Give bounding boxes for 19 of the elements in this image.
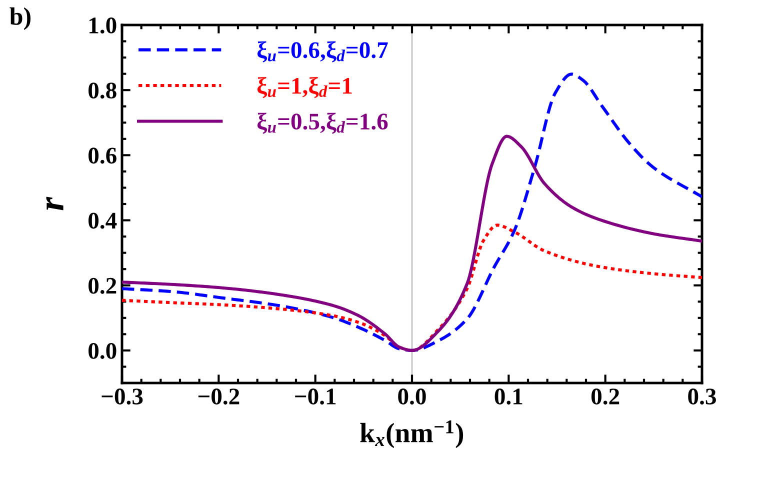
y-tick-label: 0.4 <box>88 212 117 229</box>
x-tick-label: −0.2 <box>198 388 240 405</box>
x-tick-label: 0.3 <box>688 388 716 405</box>
chart-title: b) <box>10 7 30 30</box>
y-tick-label: 0.0 <box>88 342 116 359</box>
x-tick-label: 0.0 <box>398 388 426 405</box>
legend-label: ξ$_{u}$=1,ξ$_{d}$=1 <box>257 77 352 98</box>
legend-label: ξ$_{u}$=0.6,ξ$_{d}$=0.7 <box>257 41 388 62</box>
y-axis-title: r <box>46 196 64 210</box>
y-tick-label: 0.2 <box>88 278 116 294</box>
y-tick-label: 0.6 <box>88 148 116 164</box>
x-tick-label: −0.1 <box>295 388 336 405</box>
x-tick-label: 0.1 <box>494 388 522 405</box>
y-tick-label: 1.0 <box>90 17 116 34</box>
x-tick-label: 0.2 <box>591 388 620 405</box>
x-tick-label: −0.3 <box>102 388 143 405</box>
y-tick-label: 0.8 <box>88 82 116 99</box>
x-axis-title: k$_{x}$(nm$^{−1}$) <box>360 420 464 448</box>
legend-label: ξ$_{u}$=0.5,ξ$_{d}$=1.6 <box>257 112 388 134</box>
